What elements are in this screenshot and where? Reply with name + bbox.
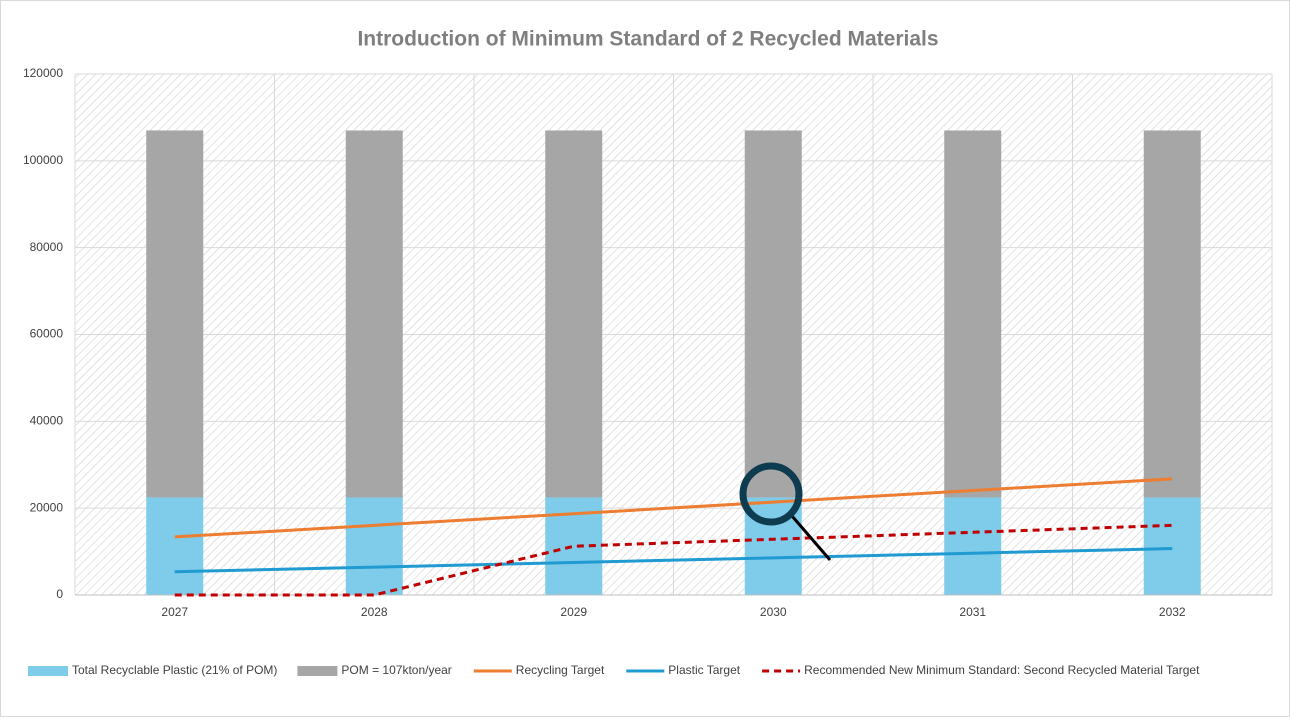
bar bbox=[1143, 130, 1201, 498]
magnifier-icon bbox=[739, 462, 832, 561]
legend-label: Recycling Target bbox=[516, 663, 605, 677]
bar bbox=[345, 130, 403, 498]
line-series bbox=[174, 547, 1173, 574]
y-tick-label: 100000 bbox=[23, 153, 63, 167]
bar bbox=[146, 130, 204, 498]
line-series bbox=[174, 523, 1173, 597]
x-tick-label: 2032 bbox=[1159, 605, 1186, 619]
x-tick-label: 2030 bbox=[760, 605, 787, 619]
bar bbox=[744, 130, 802, 498]
bar bbox=[545, 130, 603, 498]
y-tick-label: 120000 bbox=[23, 66, 63, 80]
plot-layer: 0 20000 40000 60000 80000 100000 120000 2027 202… bbox=[23, 66, 1273, 619]
y-tick-label: 0 bbox=[56, 587, 63, 601]
y-tick-label: 60000 bbox=[30, 327, 64, 341]
legend-label: Plastic Target bbox=[668, 663, 740, 677]
legend-swatch bbox=[28, 666, 68, 676]
chart-title: Introduction of Minimum Standard of 2 Re… bbox=[357, 28, 938, 51]
bar bbox=[1143, 497, 1201, 595]
legend-label: Total Recyclable Plastic (21% of POM) bbox=[72, 663, 277, 677]
bar bbox=[345, 497, 403, 595]
y-tick-label: 80000 bbox=[30, 240, 64, 254]
y-tick-label: 40000 bbox=[30, 414, 64, 428]
bar bbox=[944, 130, 1002, 498]
x-tick-label: 2031 bbox=[959, 605, 986, 619]
x-tick-label: 2027 bbox=[161, 605, 188, 619]
line-series bbox=[174, 477, 1173, 539]
bar bbox=[146, 497, 204, 595]
legend-label: POM = 107kton/year bbox=[341, 663, 451, 677]
legend-label: Recommended New Minimum Standard: Second… bbox=[804, 663, 1200, 677]
bar bbox=[944, 497, 1002, 595]
x-tick-label: 2028 bbox=[361, 605, 388, 619]
y-tick-label: 20000 bbox=[30, 500, 64, 514]
x-tick-label: 2029 bbox=[560, 605, 587, 619]
legend-swatch bbox=[297, 666, 338, 676]
